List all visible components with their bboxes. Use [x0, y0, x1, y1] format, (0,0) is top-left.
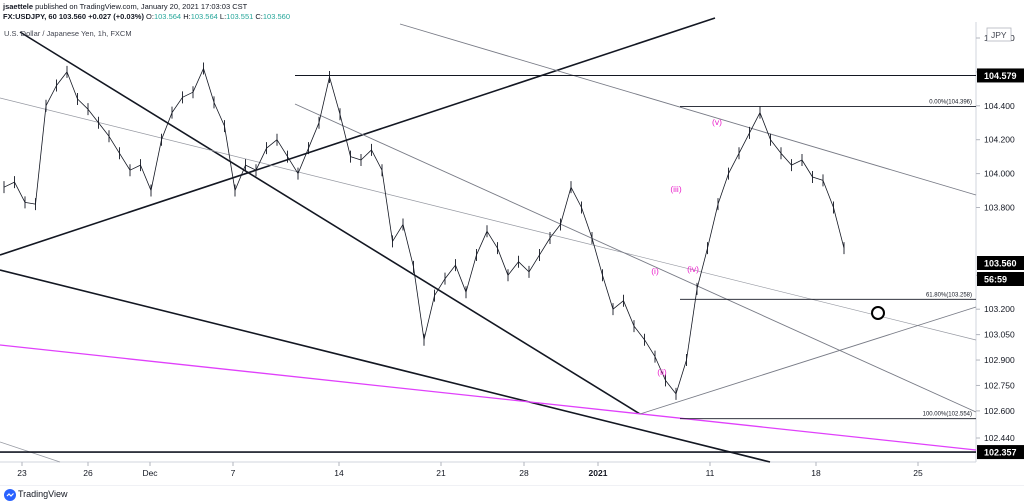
wave-label: (ii) [657, 367, 667, 377]
fib-level-label: 61.80%(103.258) [926, 292, 972, 298]
x-tick-label: 26 [83, 468, 93, 478]
high-value: 103.564 [190, 12, 218, 21]
target-circle-marker[interactable] [871, 306, 885, 320]
rising-support-line [639, 306, 977, 415]
publish-line: jsaettele published on TradingView.com, … [3, 2, 247, 12]
x-tick-label: 14 [334, 468, 344, 478]
wave-label: (i) [651, 266, 659, 276]
author-name[interactable]: jsaettele [3, 2, 34, 11]
trendline-falling-upper [19, 31, 641, 415]
x-tick-label: 23 [17, 468, 27, 478]
fib-level-label: 0.00%(104.396) [929, 99, 972, 105]
last-change: 103.560 +0.027 (+0.03%) [58, 12, 144, 21]
price-chart[interactable]: 104.800104.600104.400104.200104.000103.8… [0, 0, 1024, 486]
y-tick-label: 102.600 [984, 406, 1015, 416]
y-tick-label: 102.900 [984, 355, 1015, 365]
chart-header: jsaettele published on TradingView.com, … [0, 0, 976, 22]
wave-label: (iii) [670, 184, 681, 194]
price-label-low-box [977, 445, 1024, 460]
x-tick-label: 11 [706, 468, 715, 478]
low-label: L: [219, 12, 227, 21]
price-label-low: 102.357 [984, 448, 1017, 458]
x-tick-label: 2021 [589, 468, 608, 478]
symbol-label: FX:USDJPY, 60 [3, 12, 57, 21]
published-text: published on TradingView.com, January 20… [35, 2, 248, 11]
footer-branding: TradingView [0, 486, 200, 504]
currency-badge-label: JPY [991, 30, 1007, 40]
instrument-title: U.S. Dollar / Japanese Yen, 1h, FXCM [4, 29, 132, 38]
x-tick-label: 25 [913, 468, 923, 478]
trendline-falling-lower [0, 269, 771, 463]
y-tick-label: 103.050 [984, 330, 1015, 340]
channel-line-upper [399, 23, 977, 196]
x-tick-label: 21 [436, 468, 446, 478]
thin-channel-line [0, 97, 977, 341]
currency-badge[interactable] [986, 27, 1012, 42]
high-label: H: [183, 12, 191, 21]
low-value: 103.551 [226, 12, 254, 21]
y-tick-label: 103.200 [984, 304, 1015, 314]
tradingview-logo-icon [4, 489, 16, 501]
x-tick-label: 7 [231, 468, 236, 478]
price-label-countdown: 56:59 [984, 275, 1007, 285]
y-tick-label: 104.000 [984, 169, 1015, 179]
ohlc-line: FX:USDJPY, 60 103.560 +0.027 (+0.03%) O:… [3, 12, 290, 22]
close-value: 103.560 [262, 12, 291, 21]
trendline-rising [0, 17, 716, 256]
magenta-trendline [0, 344, 977, 451]
open-label: O: [146, 12, 154, 21]
price-label-high: 104.579 [984, 71, 1017, 81]
wave-label: (v) [712, 117, 722, 127]
y-tick-label: 104.400 [984, 101, 1015, 111]
open-value: 103.564 [153, 12, 182, 21]
y-tick-label: 103.800 [984, 202, 1015, 212]
x-tick-label: 28 [519, 468, 529, 478]
price-label-last-box [977, 256, 1024, 270]
wave-label: (iv) [687, 264, 699, 274]
y-tick-label: 104.200 [984, 135, 1015, 145]
y-tick-label: 102.440 [984, 433, 1015, 443]
x-tick-label: Dec [142, 468, 158, 478]
y-tick-label: 102.750 [984, 380, 1015, 390]
close-label: C: [255, 12, 263, 21]
channel-line-lower [294, 103, 977, 413]
price-label-high-box [977, 68, 1024, 83]
price-label-last: 103.560 [984, 259, 1017, 269]
fib-level-label: 100.00%(102.554) [923, 412, 972, 418]
tradingview-brand[interactable]: TradingView [18, 489, 68, 499]
x-tick-label: 18 [811, 468, 821, 478]
price-label-countdown-box [977, 272, 1024, 286]
